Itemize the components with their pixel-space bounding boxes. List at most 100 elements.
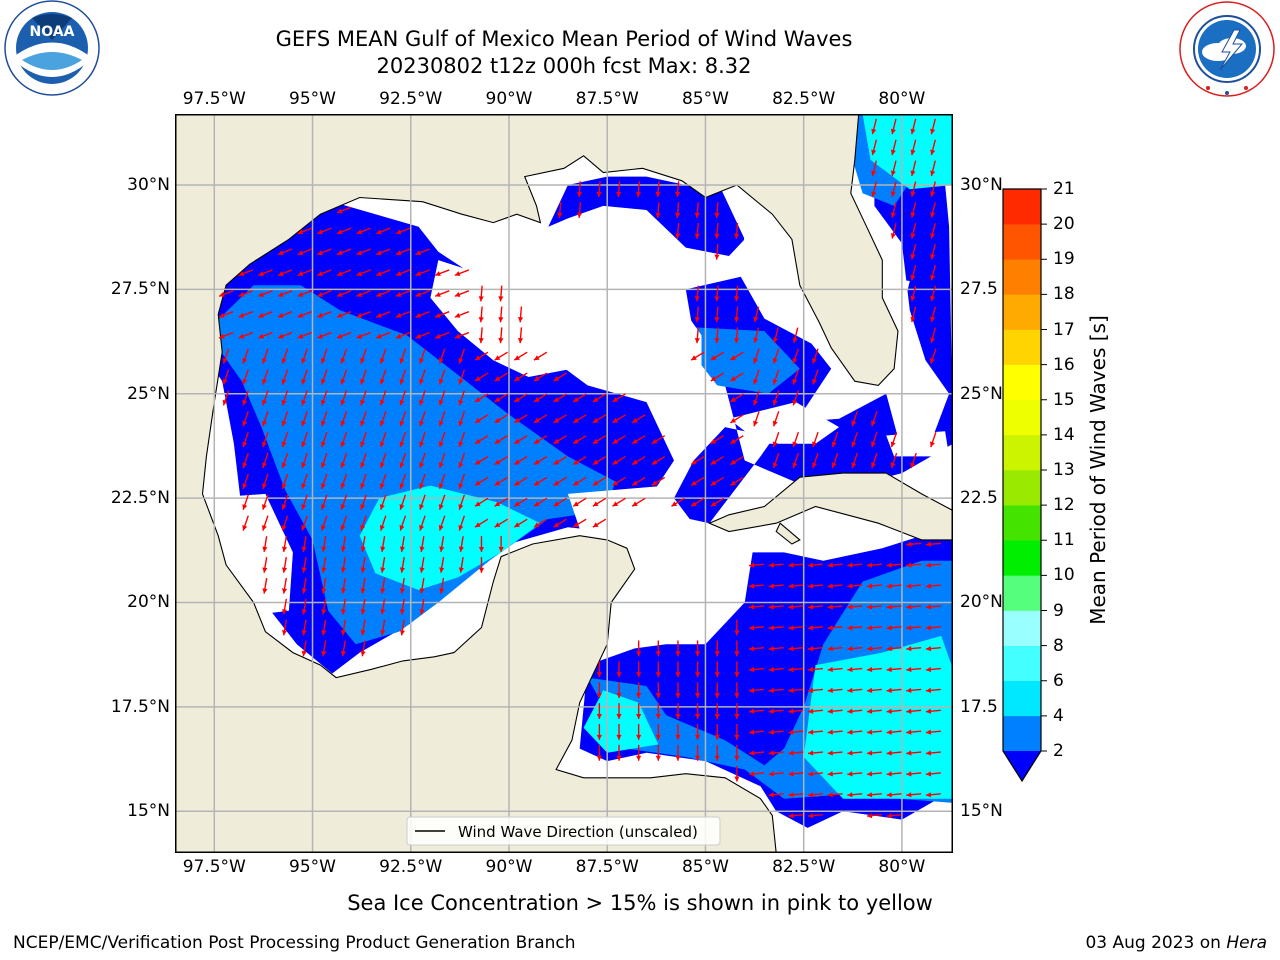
wave-arrow [827,666,843,673]
wave-arrow [360,598,366,615]
wave-arrow [340,431,348,448]
wave-arrow [281,619,288,636]
wave-arrow [734,222,740,239]
lat-tick-label-left: 22.5°N [110,488,170,509]
wave-arrow [866,666,882,673]
wave-arrow [301,619,307,636]
wave-arrow [886,813,902,819]
wave-arrow [218,331,234,339]
wave-arrow [592,435,607,445]
wave-arrow [694,202,700,218]
wave-arrow [675,181,681,198]
wave-arrow [297,227,312,235]
wave-arrow [474,455,489,466]
wave-arrow [772,390,780,406]
wave-arrow [925,604,941,610]
wave-arrow [399,473,407,490]
map-plot: Wind Wave Direction (unscaled) [175,114,953,853]
wave-arrow [596,682,602,699]
wave-arrow [380,536,386,552]
wave-arrow [474,351,489,361]
wave-arrow [890,431,898,448]
wave-arrow [886,562,902,568]
colorbar-tick-label: 8 [1053,635,1064,656]
wave-arrow [478,536,485,552]
wave-arrow [886,583,902,589]
wave-arrow [890,452,898,469]
shade-region-6 [685,326,800,394]
wave-arrow [847,666,863,673]
wave-arrow [930,285,936,302]
wave-arrow [356,248,371,256]
wave-arrow [238,331,253,339]
wave-arrow [498,306,504,323]
wave-arrow [533,351,548,361]
wave-arrow [890,202,897,218]
colorbar-bin [1003,610,1041,646]
wave-arrow [360,452,367,469]
wave-arrow [871,160,878,177]
wave-arrow [399,390,407,406]
wave-arrow [910,160,917,177]
wave-arrow [655,744,661,761]
wave-arrow [612,393,626,403]
wave-arrow [360,494,367,510]
colorbar-tick-label: 6 [1053,670,1064,691]
wave-arrow [827,771,843,777]
wave-arrow [395,269,411,277]
wave-arrow [553,393,567,403]
blank-region-2 [536,268,702,423]
lon-tick-label-top: 97.5°W [182,89,246,109]
wave-arrow [572,435,587,445]
shade-region-12 [803,635,953,799]
lat-tick-label-right: 20°N [960,592,1003,613]
lat-tick-label-left: 20°N [127,592,170,613]
wave-arrow [886,771,902,777]
wave-arrow [533,393,548,403]
wave-arrow [356,331,371,339]
wave-arrow [906,562,922,568]
wave-arrow [458,411,466,427]
wave-arrow [734,703,740,719]
wave-arrow [380,577,386,594]
wave-arrow [847,708,863,714]
wave-arrow [734,306,740,323]
wave-arrow [317,311,332,318]
wave-arrow [494,455,508,466]
wave-arrow [930,118,936,135]
wave-arrow [886,792,902,798]
wave-arrow [753,348,760,364]
wave-arrow [320,431,328,448]
wave-arrow [517,327,524,344]
wave-arrow [807,604,823,610]
wave-arrow [454,269,470,277]
wave-arrow [749,562,765,568]
wave-arrow [439,577,445,594]
wave-arrow [533,414,548,424]
lat-tick-label-left: 17.5°N [110,696,170,717]
wave-arrow [772,411,780,427]
wave-arrow [827,687,843,693]
wave-arrow [380,619,386,636]
lon-tick-label-bottom: 95°W [289,857,336,877]
wave-arrow [533,476,548,486]
wave-arrow [379,390,387,406]
wave-arrow [636,703,642,719]
wave-arrow [553,372,567,382]
wave-arrow [572,455,587,466]
wave-arrow [281,556,288,573]
wave-arrow [612,455,626,466]
colorbar-bin [1003,575,1041,611]
wave-arrow [336,248,352,256]
colorbar-tick-label: 14 [1053,424,1075,445]
wave-arrow [930,264,936,281]
wave-arrow [930,202,936,218]
wave-arrow [336,206,352,214]
wave-arrow [320,473,328,490]
colorbar-tick-label: 17 [1053,319,1075,340]
wave-arrow [277,331,293,339]
wave-arrow [261,369,269,385]
wave-arrow [592,518,607,528]
wave-arrow [281,598,288,615]
wave-arrow [281,473,289,490]
